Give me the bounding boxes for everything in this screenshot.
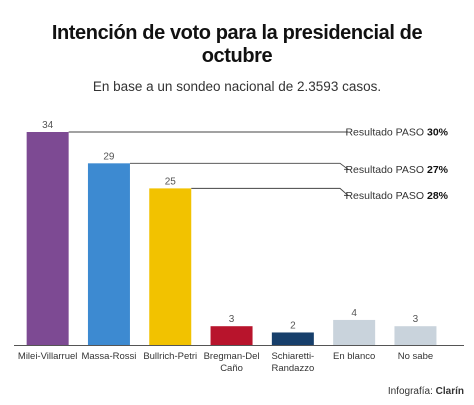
bar (26, 132, 69, 345)
bar-value-label: 34 (42, 120, 54, 131)
bar-value-label: 2 (290, 320, 296, 331)
category-label: Massa-Rossi (81, 351, 136, 362)
paso-annotation-value: 28% (427, 190, 449, 202)
paso-annotation-value: 27% (427, 164, 449, 176)
credit-brand: Clarín (435, 386, 464, 397)
bar-value-label: 4 (351, 308, 357, 319)
category-label: Bregman-Del (204, 351, 260, 362)
chart-title-line-2: octubre (201, 45, 273, 67)
paso-annotation-label: Resultado PASO (345, 127, 427, 139)
category-label: No sabe (398, 351, 433, 362)
category-label: Bullrich-Petri (143, 351, 197, 362)
credit-prefix: Infografía: (387, 386, 433, 397)
paso-annotation: Resultado PASO 28% (345, 190, 448, 202)
bar (271, 332, 314, 345)
bar-value-label: 3 (413, 314, 419, 325)
category-label: Caño (220, 363, 243, 374)
paso-annotation-label: Resultado PASO (345, 190, 427, 202)
paso-annotation-value: 30% (427, 127, 449, 139)
bar (333, 319, 376, 345)
paso-annotation-label: Resultado PASO (345, 164, 427, 176)
chart-subtitle: En base a un sondeo nacional de 2.3593 c… (92, 79, 382, 94)
chart-title-line-1: Intención de voto para la presidencial d… (51, 22, 423, 44)
bar (394, 326, 437, 345)
credit: Infografía: Clarín (388, 386, 464, 397)
bar (210, 326, 253, 345)
bar-chart: Resultado PASO 30%Resultado PASO 27%Resu… (14, 120, 464, 374)
paso-leader-line (129, 162, 350, 170)
category-label: Schiaretti- (271, 351, 314, 362)
bar (87, 163, 130, 345)
bar-value-label: 25 (165, 176, 177, 187)
paso-leader-line (191, 187, 350, 196)
category-label: Milei-Villarruel (18, 351, 77, 362)
paso-annotation: Resultado PASO 27% (345, 164, 448, 176)
chart-title: Intención de voto para la presidencial d… (0, 22, 474, 68)
bar-value-label: 29 (103, 151, 115, 162)
category-label: Randazzo (271, 363, 314, 374)
bar (149, 188, 192, 345)
paso-annotation: Resultado PASO 30% (345, 127, 448, 139)
bar-value-label: 3 (229, 314, 235, 325)
category-label: En blanco (333, 351, 375, 362)
